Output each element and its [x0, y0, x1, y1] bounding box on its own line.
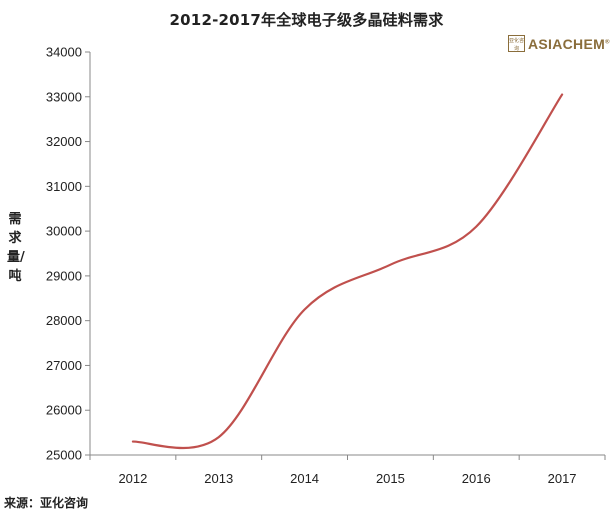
x-tick-label: 2016	[462, 471, 491, 486]
y-tick-label: 27000	[46, 358, 82, 373]
y-tick-label: 26000	[46, 403, 82, 418]
chart-title: 2012-2017年全球电子级多晶硅料需求	[169, 11, 444, 29]
logo-seal-icon: 亚化咨询	[508, 35, 525, 52]
y-tick-label: 34000	[46, 45, 82, 60]
series-line	[131, 93, 564, 450]
y-tick-label: 25000	[46, 448, 82, 463]
y-tick-label: 28000	[46, 313, 82, 328]
y-tick-label: 29000	[46, 268, 82, 283]
x-tick-label: 2012	[118, 471, 147, 486]
x-axis-ticks: 2012 2013 2014 2015 2016 2017	[89, 455, 606, 486]
y-axis-ticks: 25000 26000 27000 28000 29000 30000 31000 32000…	[46, 45, 90, 463]
logo-wordmark: ASIACHEM®	[528, 35, 610, 52]
x-tick-label: 2015	[376, 471, 405, 486]
x-tick-label: 2014	[290, 471, 319, 486]
axes	[89, 52, 605, 456]
source-note: 来源：亚化咨询	[4, 496, 89, 510]
y-tick-label: 32000	[46, 134, 82, 149]
x-tick-label: 2017	[548, 471, 577, 486]
asiachem-logo: 亚化咨询 ASIACHEM®	[508, 35, 610, 52]
y-tick-label: 33000	[46, 89, 82, 104]
series-layer	[131, 93, 564, 450]
y-axis-label: 需求量/吨	[7, 212, 25, 284]
y-tick-label: 30000	[46, 224, 82, 239]
x-tick-label: 2013	[204, 471, 233, 486]
y-tick-label: 31000	[46, 179, 82, 194]
